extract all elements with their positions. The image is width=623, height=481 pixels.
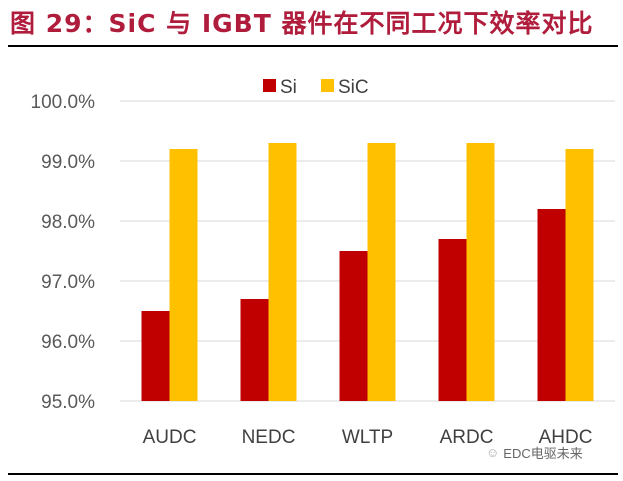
- bar-sic-nedc: [268, 143, 297, 401]
- x-tick-label: AHDC: [539, 427, 593, 448]
- legend-swatch-si: [263, 79, 276, 92]
- y-tick-label: 97.0%: [41, 272, 95, 293]
- legend-label-si: Si: [280, 77, 297, 98]
- wechat-icon: ☺: [486, 445, 500, 460]
- bar-sic-ardc: [466, 143, 495, 401]
- legend-swatch-sic: [321, 79, 334, 92]
- bar-si-audc: [141, 311, 170, 401]
- title-rule: [8, 45, 618, 47]
- figure-title: 图 29：SiC 与 IGBT 器件在不同工况下效率对比: [10, 9, 594, 38]
- bar-sic-ahdc: [565, 149, 594, 401]
- bar-sic-audc: [169, 149, 198, 401]
- y-tick-label: 98.0%: [41, 212, 95, 233]
- x-tick-label: WLTP: [342, 427, 393, 448]
- x-tick-label: NEDC: [242, 427, 296, 448]
- x-tick-label: AUDC: [143, 427, 197, 448]
- bar-si-wltp: [339, 251, 368, 401]
- y-tick-label: 99.0%: [41, 152, 95, 173]
- bar-sic-wltp: [367, 143, 396, 401]
- y-tick-label: 96.0%: [41, 332, 95, 353]
- watermark: ☺ EDC电驱未来: [486, 443, 583, 462]
- y-tick-label: 100.0%: [31, 92, 96, 113]
- bar-si-nedc: [240, 299, 269, 401]
- y-tick-label: 95.0%: [41, 392, 95, 413]
- x-tick-label: ARDC: [440, 427, 494, 448]
- watermark-text: EDC电驱未来: [503, 446, 583, 461]
- bar-si-ardc: [438, 239, 467, 401]
- bar-si-ahdc: [537, 209, 566, 401]
- bottom-rule: [8, 473, 618, 475]
- legend-label-sic: SiC: [338, 77, 369, 98]
